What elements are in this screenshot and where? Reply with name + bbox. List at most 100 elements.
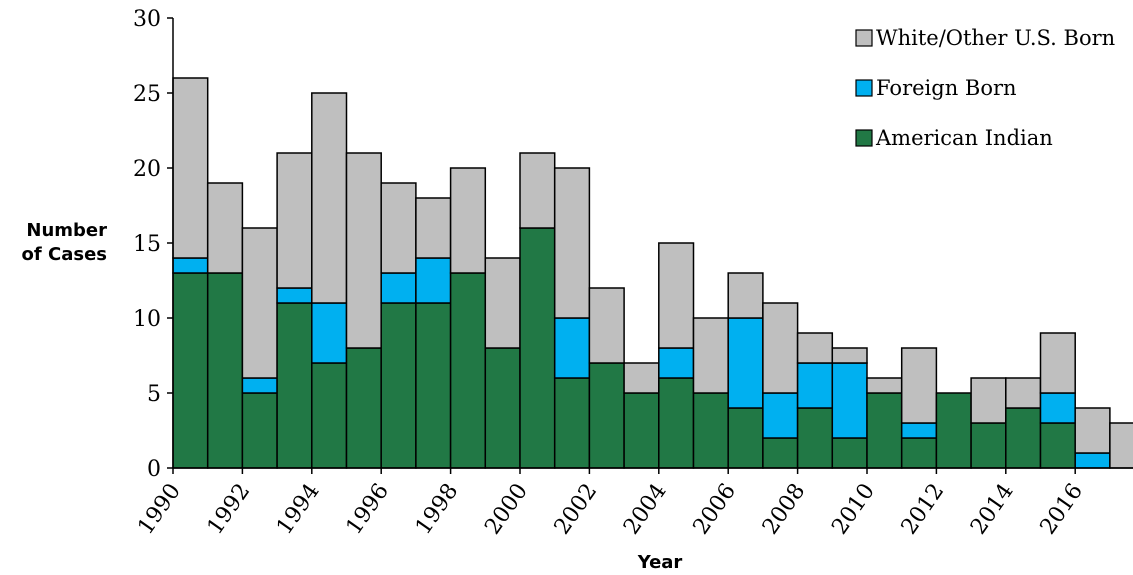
bar-segment-foreign-born-2007 — [762, 392, 799, 439]
bar-segment-white-other-u-s-born-1992 — [241, 227, 278, 379]
bar-segment-american-indian-1999 — [484, 347, 521, 469]
bar-segment-foreign-born-1992 — [241, 377, 278, 394]
bar-segment-american-indian-1993 — [276, 302, 313, 469]
x-tick-label: 2006 — [689, 479, 742, 539]
bar-segment-white-other-u-s-born-1996 — [380, 182, 417, 274]
bar-segment-american-indian-1995 — [345, 347, 382, 469]
bar-segment-white-other-u-s-born-2009 — [831, 347, 868, 364]
bar-segment-american-indian-2013 — [970, 422, 1007, 469]
bar-segment-american-indian-2015 — [1039, 422, 1076, 469]
bar-segment-white-other-u-s-born-2001 — [553, 167, 591, 319]
bar-segment-american-indian-2011 — [900, 437, 938, 469]
bar-segment-american-indian-2012 — [935, 392, 972, 469]
bar-segment-white-other-u-s-born-2010 — [866, 377, 903, 394]
bar-segment-white-other-u-s-born-2016 — [1074, 407, 1111, 454]
bar-segment-american-indian-1996 — [380, 302, 417, 469]
legend-label-foreign-born: Foreign Born — [876, 76, 1017, 100]
bar-segment-foreign-born-2006 — [727, 317, 764, 409]
x-tick-label: 1992 — [203, 479, 256, 539]
bar-segment-american-indian-2006 — [727, 407, 764, 469]
bar-segment-white-other-u-s-born-1990 — [172, 77, 209, 259]
bar-segment-white-other-u-s-born-2014 — [1005, 377, 1042, 409]
bar-segment-foreign-born-2015 — [1039, 392, 1076, 424]
bar-segment-foreign-born-2009 — [831, 362, 868, 439]
x-tick-label: 2004 — [619, 479, 672, 539]
y-tick-label: 0 — [147, 457, 161, 482]
bar-segment-american-indian-1998 — [449, 272, 487, 469]
bar-segment-american-indian-2000 — [519, 227, 556, 469]
bar-segment-american-indian-1991 — [206, 272, 244, 469]
legend-label-american-indian: American Indian — [875, 126, 1053, 150]
legend-swatch-white-other-u-s-born — [855, 29, 873, 47]
bar-segment-white-other-u-s-born-2002 — [588, 287, 625, 364]
bar-segment-american-indian-2004 — [658, 377, 695, 469]
y-tick-label: 10 — [133, 307, 161, 332]
bar-segment-white-other-u-s-born-1999 — [484, 257, 521, 349]
bar-segment-white-other-u-s-born-2006 — [727, 272, 764, 319]
bar-segment-white-other-u-s-born-1998 — [449, 167, 487, 274]
x-tick-label: 2000 — [480, 479, 533, 539]
bar-segment-white-other-u-s-born-2007 — [762, 302, 799, 394]
x-axis-title: Year — [637, 552, 683, 573]
x-tick-label: 1998 — [411, 479, 464, 539]
y-tick-label: 5 — [147, 382, 161, 407]
bar-segment-american-indian-2003 — [623, 392, 660, 469]
x-tick-label: 1996 — [342, 479, 395, 539]
bar-segment-white-other-u-s-born-2017 — [1109, 422, 1133, 469]
bar-segment-american-indian-2002 — [588, 362, 625, 469]
bar-segment-american-indian-2005 — [692, 392, 729, 469]
bar-segment-white-other-u-s-born-2005 — [692, 317, 729, 394]
bar-segment-american-indian-2014 — [1005, 407, 1042, 469]
bar-segment-white-other-u-s-born-2008 — [796, 332, 834, 364]
bar-segment-american-indian-2007 — [762, 437, 799, 469]
bar-segment-foreign-born-2011 — [900, 422, 938, 439]
bar-segment-foreign-born-2016 — [1074, 452, 1111, 469]
x-tick-label: 1994 — [272, 479, 325, 539]
bars-layer — [172, 77, 1133, 469]
bar-segment-white-other-u-s-born-1994 — [311, 92, 348, 304]
bar-segment-white-other-u-s-born-1995 — [345, 152, 382, 349]
bar-segment-white-other-u-s-born-2015 — [1039, 332, 1076, 394]
bar-segment-white-other-u-s-born-1993 — [276, 152, 313, 289]
y-axis-title-line-2: of Cases — [22, 244, 107, 265]
bar-segment-american-indian-1990 — [172, 272, 209, 469]
bar-segment-foreign-born-1996 — [380, 272, 417, 304]
legend-swatch-american-indian — [855, 129, 873, 147]
bar-segment-american-indian-1994 — [311, 362, 348, 469]
bar-segment-white-other-u-s-born-2000 — [519, 152, 556, 229]
x-tick-label: 2012 — [897, 479, 950, 539]
bar-segment-foreign-born-1997 — [415, 257, 452, 304]
bar-segment-white-other-u-s-born-2003 — [623, 362, 660, 394]
bar-segment-white-other-u-s-born-1991 — [206, 182, 244, 274]
bar-segment-american-indian-2010 — [866, 392, 903, 469]
y-tick-label: 20 — [133, 157, 161, 182]
bar-segment-american-indian-2009 — [831, 437, 868, 469]
legend: White/Other U.S. Born Foreign Born America… — [855, 26, 1115, 150]
x-tick-label: 1990 — [133, 479, 186, 539]
x-tick-label: 2014 — [966, 479, 1019, 539]
bar-segment-foreign-born-1994 — [311, 302, 348, 364]
bar-segment-white-other-u-s-born-2004 — [658, 242, 695, 349]
legend-label-white-other-u-s-born: White/Other U.S. Born — [876, 26, 1115, 50]
x-tick-label: 2002 — [550, 479, 603, 539]
legend-swatch-foreign-born — [855, 79, 873, 97]
bar-segment-foreign-born-2001 — [553, 317, 591, 379]
y-axis-title-line-1: Number — [26, 220, 107, 241]
x-tick-label: 2016 — [1036, 479, 1089, 539]
bar-segment-american-indian-1992 — [241, 392, 278, 469]
bar-segment-american-indian-2001 — [553, 377, 591, 469]
bar-segment-white-other-u-s-born-2013 — [970, 377, 1007, 424]
bar-segment-foreign-born-2008 — [796, 362, 834, 409]
bar-segment-foreign-born-1990 — [172, 257, 209, 274]
y-tick-label: 25 — [133, 82, 161, 107]
y-tick-label: 30 — [133, 7, 161, 32]
x-tick-label: 2008 — [758, 479, 811, 539]
bar-segment-american-indian-1997 — [415, 302, 452, 469]
bar-segment-foreign-born-2004 — [658, 347, 695, 379]
bar-segment-american-indian-2008 — [796, 407, 834, 469]
x-tick-label: 2010 — [827, 479, 880, 539]
y-tick-label: 15 — [133, 232, 161, 257]
bar-segment-foreign-born-1993 — [276, 287, 313, 304]
bar-segment-white-other-u-s-born-2011 — [900, 347, 938, 424]
